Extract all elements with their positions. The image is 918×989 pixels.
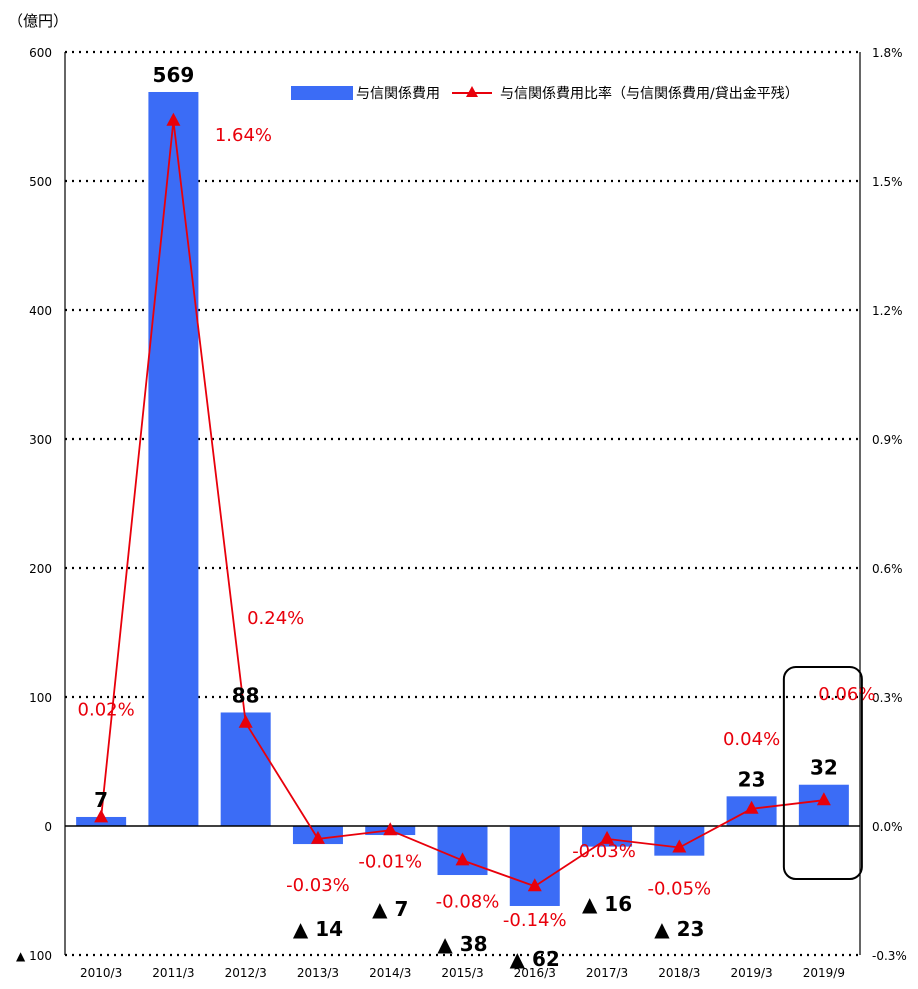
- bar-series: [76, 91, 849, 906]
- ratio-point: [166, 112, 181, 126]
- bar: [437, 826, 488, 876]
- x-tick-label: 2012/3: [225, 966, 267, 980]
- ratio-point: [816, 792, 831, 806]
- ratio-point: [744, 800, 759, 814]
- left-tick-label: 400: [29, 304, 52, 318]
- bar-value-label: ▲ 23: [654, 917, 704, 941]
- left-tick-label: 600: [29, 46, 52, 60]
- x-tick-label: 2013/3: [297, 966, 339, 980]
- legend-bar-label: 与信関係費用: [356, 86, 440, 102]
- ratio-value-label: -0.14%: [503, 910, 567, 931]
- bar-value-label: ▲ 62: [510, 947, 560, 971]
- bar: [798, 784, 849, 826]
- x-tick-label: 2019/9: [803, 966, 845, 980]
- right-tick-label: 1.8%: [872, 46, 903, 60]
- right-tick-label: 1.2%: [872, 304, 903, 318]
- ratio-point: [600, 830, 615, 844]
- left-tick-label: 300: [29, 433, 52, 447]
- bar-value-label: ▲ 38: [437, 932, 487, 956]
- right-axis-ticks: 1.8% 1.5% 1.2% 0.9% 0.6% 0.3% 0.0% -0.3%: [872, 46, 907, 963]
- bar-value-label: 23: [738, 767, 766, 791]
- ratio-point: [238, 714, 253, 728]
- left-tick-label: 100: [29, 691, 52, 705]
- left-tick-label: 0: [44, 820, 52, 834]
- bar: [148, 91, 199, 827]
- ratio-value-label: -0.05%: [647, 879, 711, 900]
- bar-value-label: 32: [810, 756, 838, 780]
- ratio-value-label: 1.64%: [215, 125, 272, 146]
- legend-triangle-marker: [466, 86, 478, 97]
- ratio-value-label: 0.06%: [818, 684, 875, 705]
- x-tick-label: 2015/3: [441, 966, 483, 980]
- bar-value-label: ▲ 16: [582, 892, 632, 916]
- ratio-value-label: -0.03%: [572, 841, 636, 862]
- right-tick-label: -0.3%: [872, 949, 907, 963]
- ratio-point: [310, 830, 325, 844]
- ratio-point: [383, 822, 398, 836]
- bar-value-label: ▲ 14: [293, 917, 343, 941]
- ratio-value-labels: 0.02% 1.64% 0.24% -0.03% -0.01% -0.08%-0.14% -…: [78, 125, 876, 931]
- right-tick-label: 0.6%: [872, 562, 903, 576]
- left-tick-label: 500: [29, 175, 52, 189]
- legend: 与信関係費用 与信関係費用比率（与信関係費用/貸出金平残）: [291, 85, 799, 102]
- bar-value-label: ▲ 7: [372, 897, 408, 921]
- ratio-value-label: 0.24%: [247, 608, 304, 629]
- x-tick-label: 2019/3: [730, 966, 772, 980]
- ratio-point: [672, 839, 687, 853]
- ratio-point: [455, 852, 470, 866]
- x-tick-label: 2011/3: [152, 966, 194, 980]
- x-tick-label: 2010/3: [80, 966, 122, 980]
- legend-bar-swatch: [291, 86, 353, 100]
- right-tick-label: 0.3%: [872, 691, 903, 705]
- bar-value-label: 88: [232, 683, 260, 707]
- ratio-value-label: -0.03%: [286, 875, 350, 896]
- left-tick-label: 200: [29, 562, 52, 576]
- ratio-point: [94, 809, 109, 823]
- bar: [220, 712, 271, 826]
- left-axis-ticks: 600 500 400 300 200 100 0 ▲ 100: [16, 46, 52, 963]
- ratio-value-label: 0.02%: [78, 699, 135, 720]
- bar-value-label: 7: [94, 788, 108, 812]
- ratio-value-label: -0.01%: [358, 851, 422, 872]
- gridlines: [64, 50, 861, 957]
- bar-value-labels: 7 569 88 ▲ 14 ▲ 7 ▲ 38 ▲ 62 ▲ 16 ▲ 23 23 32: [94, 63, 838, 971]
- x-tick-label: 2017/3: [586, 966, 628, 980]
- ratio-value-label: -0.08%: [436, 891, 500, 912]
- right-tick-label: 1.5%: [872, 175, 903, 189]
- right-tick-label: 0.9%: [872, 433, 903, 447]
- x-tick-label: 2018/3: [658, 966, 700, 980]
- x-tick-label: 2014/3: [369, 966, 411, 980]
- bar-value-label: 569: [153, 63, 195, 87]
- right-tick-label: 0.0%: [872, 820, 903, 834]
- highlight-box: [782, 666, 863, 880]
- x-axis-ticks: 2010/3 2011/3 2012/3 2013/3 2014/3 2015/3 2016…: [80, 966, 845, 980]
- legend-line-label: 与信関係費用比率（与信関係費用/貸出金平残）: [500, 85, 799, 102]
- ratio-point: [527, 878, 542, 892]
- left-tick-label: ▲ 100: [16, 949, 52, 963]
- x-tick-label: 2016/3: [514, 966, 556, 980]
- bar: [509, 826, 560, 906]
- ratio-polyline: [100, 120, 824, 888]
- ratio-line-series: [94, 112, 831, 892]
- y-axis-unit-label: （億円）: [8, 12, 68, 30]
- ratio-value-label: 0.04%: [723, 729, 780, 750]
